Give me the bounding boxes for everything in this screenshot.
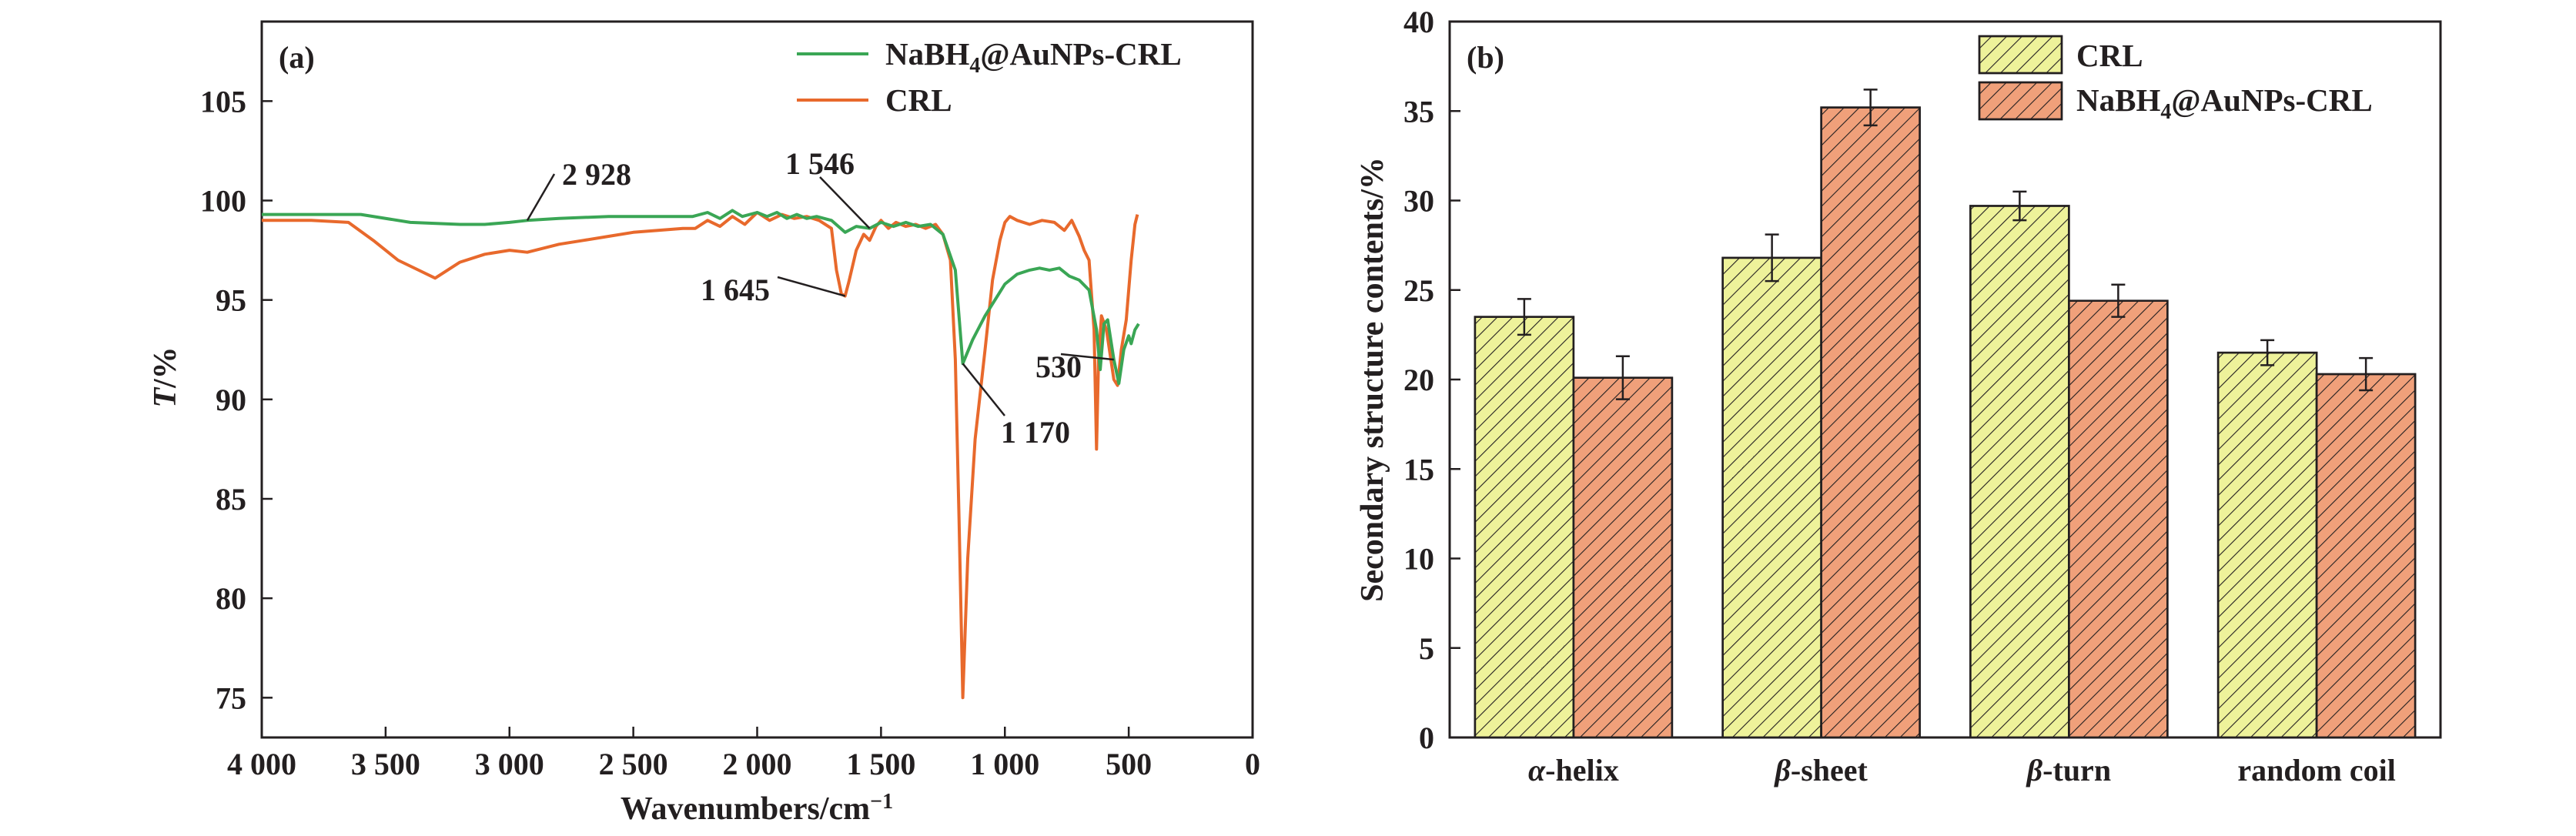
bar-hatch [2315,373,2417,739]
y-tick-label-b: 5 [1419,631,1434,666]
ftir-chart-panel: (a) 4 000 3 500 3 000 2 500 2 000 1 500 1 000 5… [148,20,1260,827]
y-axis-ticks-b: 0 5 10 15 20 25 30 35 40 [1403,5,1460,755]
y-tick-label-b: 25 [1403,273,1434,308]
x-axis-label: Wavenumbers/cm−1 [621,790,893,827]
spectra-lines [262,209,1140,700]
x-axis-ticks: 4 000 3 500 3 000 2 500 2 000 1 500 1 000 500 0 [227,727,1260,781]
y-tick-label-b: 35 [1403,94,1434,129]
y-tick-label: 85 [216,482,246,517]
x-tick-label: 2 500 [599,747,668,781]
bar-hatch [1721,256,1822,739]
legend-b-nabh-hatch [1978,81,2063,121]
y-tick-label-b: 10 [1403,542,1434,577]
legend-a: NaBH4@AuNPs-CRL CRL [797,36,1182,118]
category-label: α-helix [1528,753,1619,788]
y-axis-label: T/% [148,346,183,407]
legend-b: CRL NaBH4@AuNPs-CRL [1978,35,2373,124]
y-tick-label-b: 40 [1403,5,1434,39]
bar-hatch [1820,106,1921,739]
y-tick-label-b: 0 [1419,721,1434,755]
category-label: random coil [2237,753,2396,788]
y-tick-label-b: 30 [1403,184,1434,219]
peak-annotations: 2 928 1 546 1 645 1 170 530 [526,146,1114,450]
annotation-leader [819,176,871,229]
annotation-label: 1 645 [701,273,770,307]
x-tick-label: 500 [1106,747,1152,781]
bar-hatch [1474,316,1575,739]
y-tick-label: 90 [216,383,246,417]
legend-a-orange-label: CRL [885,82,952,118]
y-axis-label-b: Secondary structure contents/% [1355,157,1390,602]
annotation-leader [777,276,846,297]
y-tick-label: 80 [216,581,246,616]
x-tick-label: 4 000 [227,747,296,781]
annotation-label: 1 170 [1001,415,1070,450]
x-tick-label: 1 500 [846,747,915,781]
y-tick-label: 100 [200,184,246,219]
annotation-leader [1060,353,1114,361]
panel-a-label: (a) [279,40,315,75]
x-tick-label: 3 500 [351,747,420,781]
y-tick-label: 95 [216,283,246,318]
panel-a-gridless-frame [260,20,1254,739]
bar-hatch [1572,376,1674,739]
x-tick-label: 3 000 [475,747,544,781]
plot-frame-a [260,20,1254,739]
annotation-label: 2 928 [562,157,631,192]
bar-hatch [2068,299,2169,739]
bar-hatch [1969,205,2070,739]
legend-a-green-label: NaBH4@AuNPs-CRL [885,36,1182,78]
y-axis-ticks: 75 80 85 90 95 100 105 [200,84,273,715]
bar-hatch [2216,351,2318,739]
panel-b-label: (b) [1467,40,1504,75]
y-tick-label: 75 [216,681,246,715]
x-tick-label: 0 [1245,747,1260,781]
y-tick-label: 105 [200,84,246,119]
x-tick-label: 1 000 [970,747,1039,781]
annotation-leader [526,173,556,221]
y-tick-label-b: 15 [1403,452,1434,487]
category-label: β-sheet [1773,753,1868,788]
legend-b-nabh-label: NaBH4@AuNPs-CRL [2076,82,2373,124]
x-tick-label: 2 000 [723,747,792,781]
legend-b-crl-label: CRL [2076,38,2143,73]
x-category-labels: α-helix β-sheet β-turn random coil [1528,727,2396,788]
annotation-label: 1 546 [785,146,855,181]
series-line-nabh4-aunps-crl [262,209,1140,386]
annotation-leader [962,363,1005,416]
bars [1474,89,2417,739]
secondary-structure-panel: (b) 0 5 10 15 20 25 30 35 40 α-helix β-sheet β-tur… [1355,5,2442,788]
series-line-crl [262,211,1139,700]
annotation-label: 530 [1035,349,1082,384]
legend-b-crl-hatch [1978,35,2063,75]
category-label: β-turn [2026,753,2111,788]
y-tick-label-b: 20 [1403,363,1434,397]
